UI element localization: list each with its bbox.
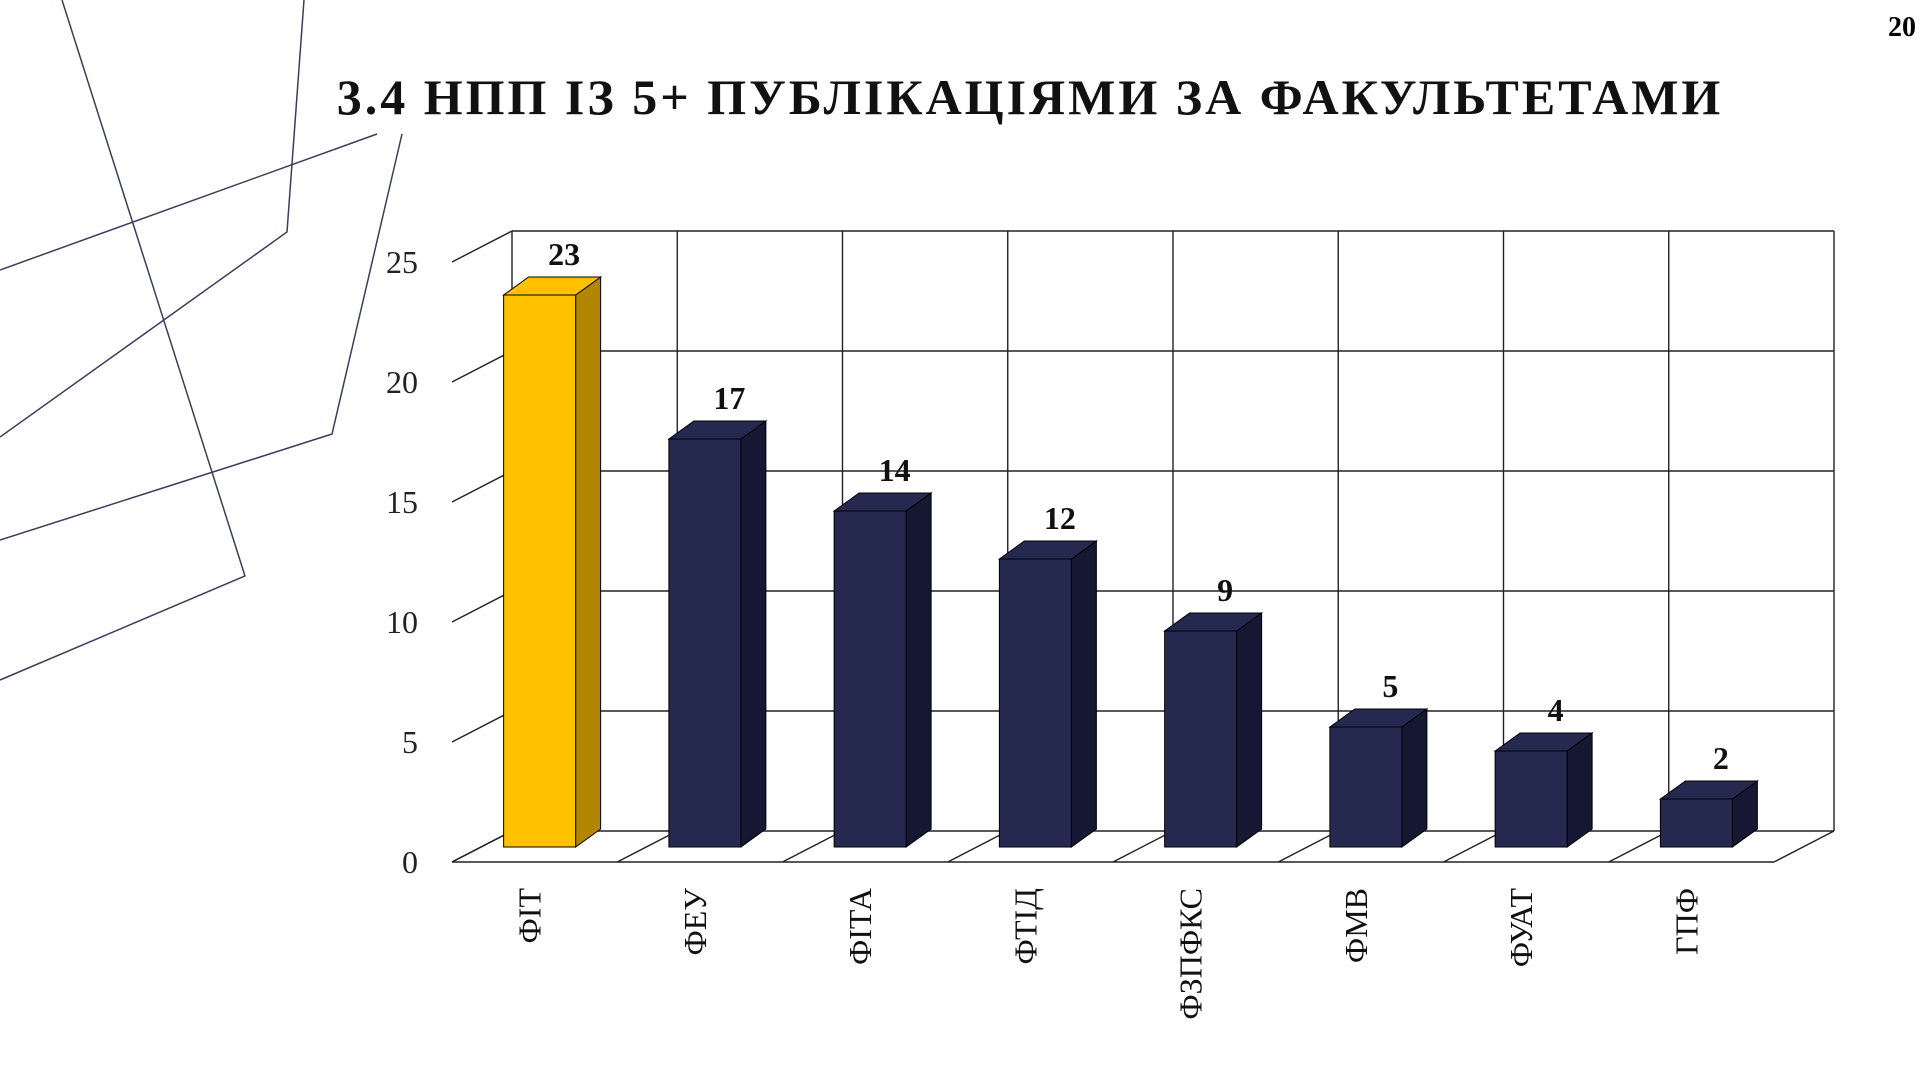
gridline-depth (451, 470, 513, 503)
bar-front (1494, 750, 1568, 848)
chart-grid (451, 230, 1835, 863)
decor-line-2 (0, 0, 305, 438)
gridline-depth (451, 350, 513, 383)
bar-side (905, 492, 932, 848)
decor-line-3 (0, 133, 378, 271)
y-tick-label: 0 (402, 844, 418, 880)
category-label: ФТІД (1007, 888, 1043, 965)
category-label: ФІТ (512, 888, 548, 944)
y-tick-label: 20 (386, 364, 418, 400)
data-label: 4 (1548, 692, 1564, 728)
bar-front (1164, 630, 1238, 848)
category-label: ФУАТ (1503, 888, 1539, 968)
y-tick-label: 15 (386, 484, 418, 520)
category-label: ФЗПФКС (1173, 888, 1209, 1020)
bar-front (1329, 726, 1403, 848)
data-label: 9 (1217, 572, 1233, 608)
category-label: ФМВ (1338, 888, 1374, 963)
bar (1493, 732, 1594, 848)
bar-side (1236, 612, 1263, 848)
y-tick-label: 5 (402, 724, 418, 760)
data-label: 17 (713, 380, 745, 416)
bar (502, 276, 603, 848)
bar-front (668, 438, 742, 848)
floor-line (616, 830, 678, 863)
bar (997, 540, 1098, 848)
bar (667, 420, 768, 848)
floor-line (947, 830, 1009, 863)
decor-line-4 (0, 133, 403, 541)
y-tick-label: 10 (386, 604, 418, 640)
category-label: ФІТА (842, 888, 878, 965)
bar-front (1659, 798, 1733, 848)
bar (1658, 780, 1759, 848)
gridline-depth (451, 710, 513, 743)
bar (1163, 612, 1264, 848)
page-title: 3.4 НПП ІЗ 5+ ПУБЛІКАЦІЯМИ ЗА ФАКУЛЬТЕТА… (336, 69, 1724, 125)
floor-line (451, 830, 513, 863)
floor-line (782, 830, 843, 863)
bar-side (740, 420, 767, 848)
data-label: 14 (879, 452, 911, 488)
gridline-depth (451, 590, 513, 623)
y-tick-label: 25 (386, 244, 418, 280)
data-label: 5 (1382, 668, 1398, 704)
bar-front (998, 558, 1072, 848)
bar (832, 492, 933, 848)
chart-bars (502, 276, 1759, 848)
gridline-depth (451, 230, 513, 263)
floor-line (1608, 830, 1670, 863)
floor-line (1443, 830, 1504, 863)
bar-side (1566, 732, 1593, 848)
floor-line (1773, 830, 1835, 863)
bar-side (1070, 540, 1097, 848)
data-label: 12 (1044, 500, 1076, 536)
bar-side (575, 276, 602, 848)
bar (1328, 708, 1429, 848)
bar-side (1401, 708, 1428, 848)
data-label: 23 (548, 236, 580, 272)
page-number: 20 (1888, 12, 1916, 43)
decor-line-1 (0, 0, 246, 681)
floor-line (1277, 830, 1339, 863)
chart-labels: 0 5 10 15 20 25 23 ФІТ 17 ФЕУ 14 ФІТА 12 ФТІД 9 ФЗПФКС 5… (386, 236, 1729, 1020)
bar-front (833, 510, 907, 848)
category-label: ГПФ (1668, 888, 1704, 955)
bar-front (503, 294, 577, 848)
floor-line (1112, 830, 1174, 863)
category-label: ФЕУ (677, 888, 713, 956)
data-label: 2 (1713, 740, 1729, 776)
